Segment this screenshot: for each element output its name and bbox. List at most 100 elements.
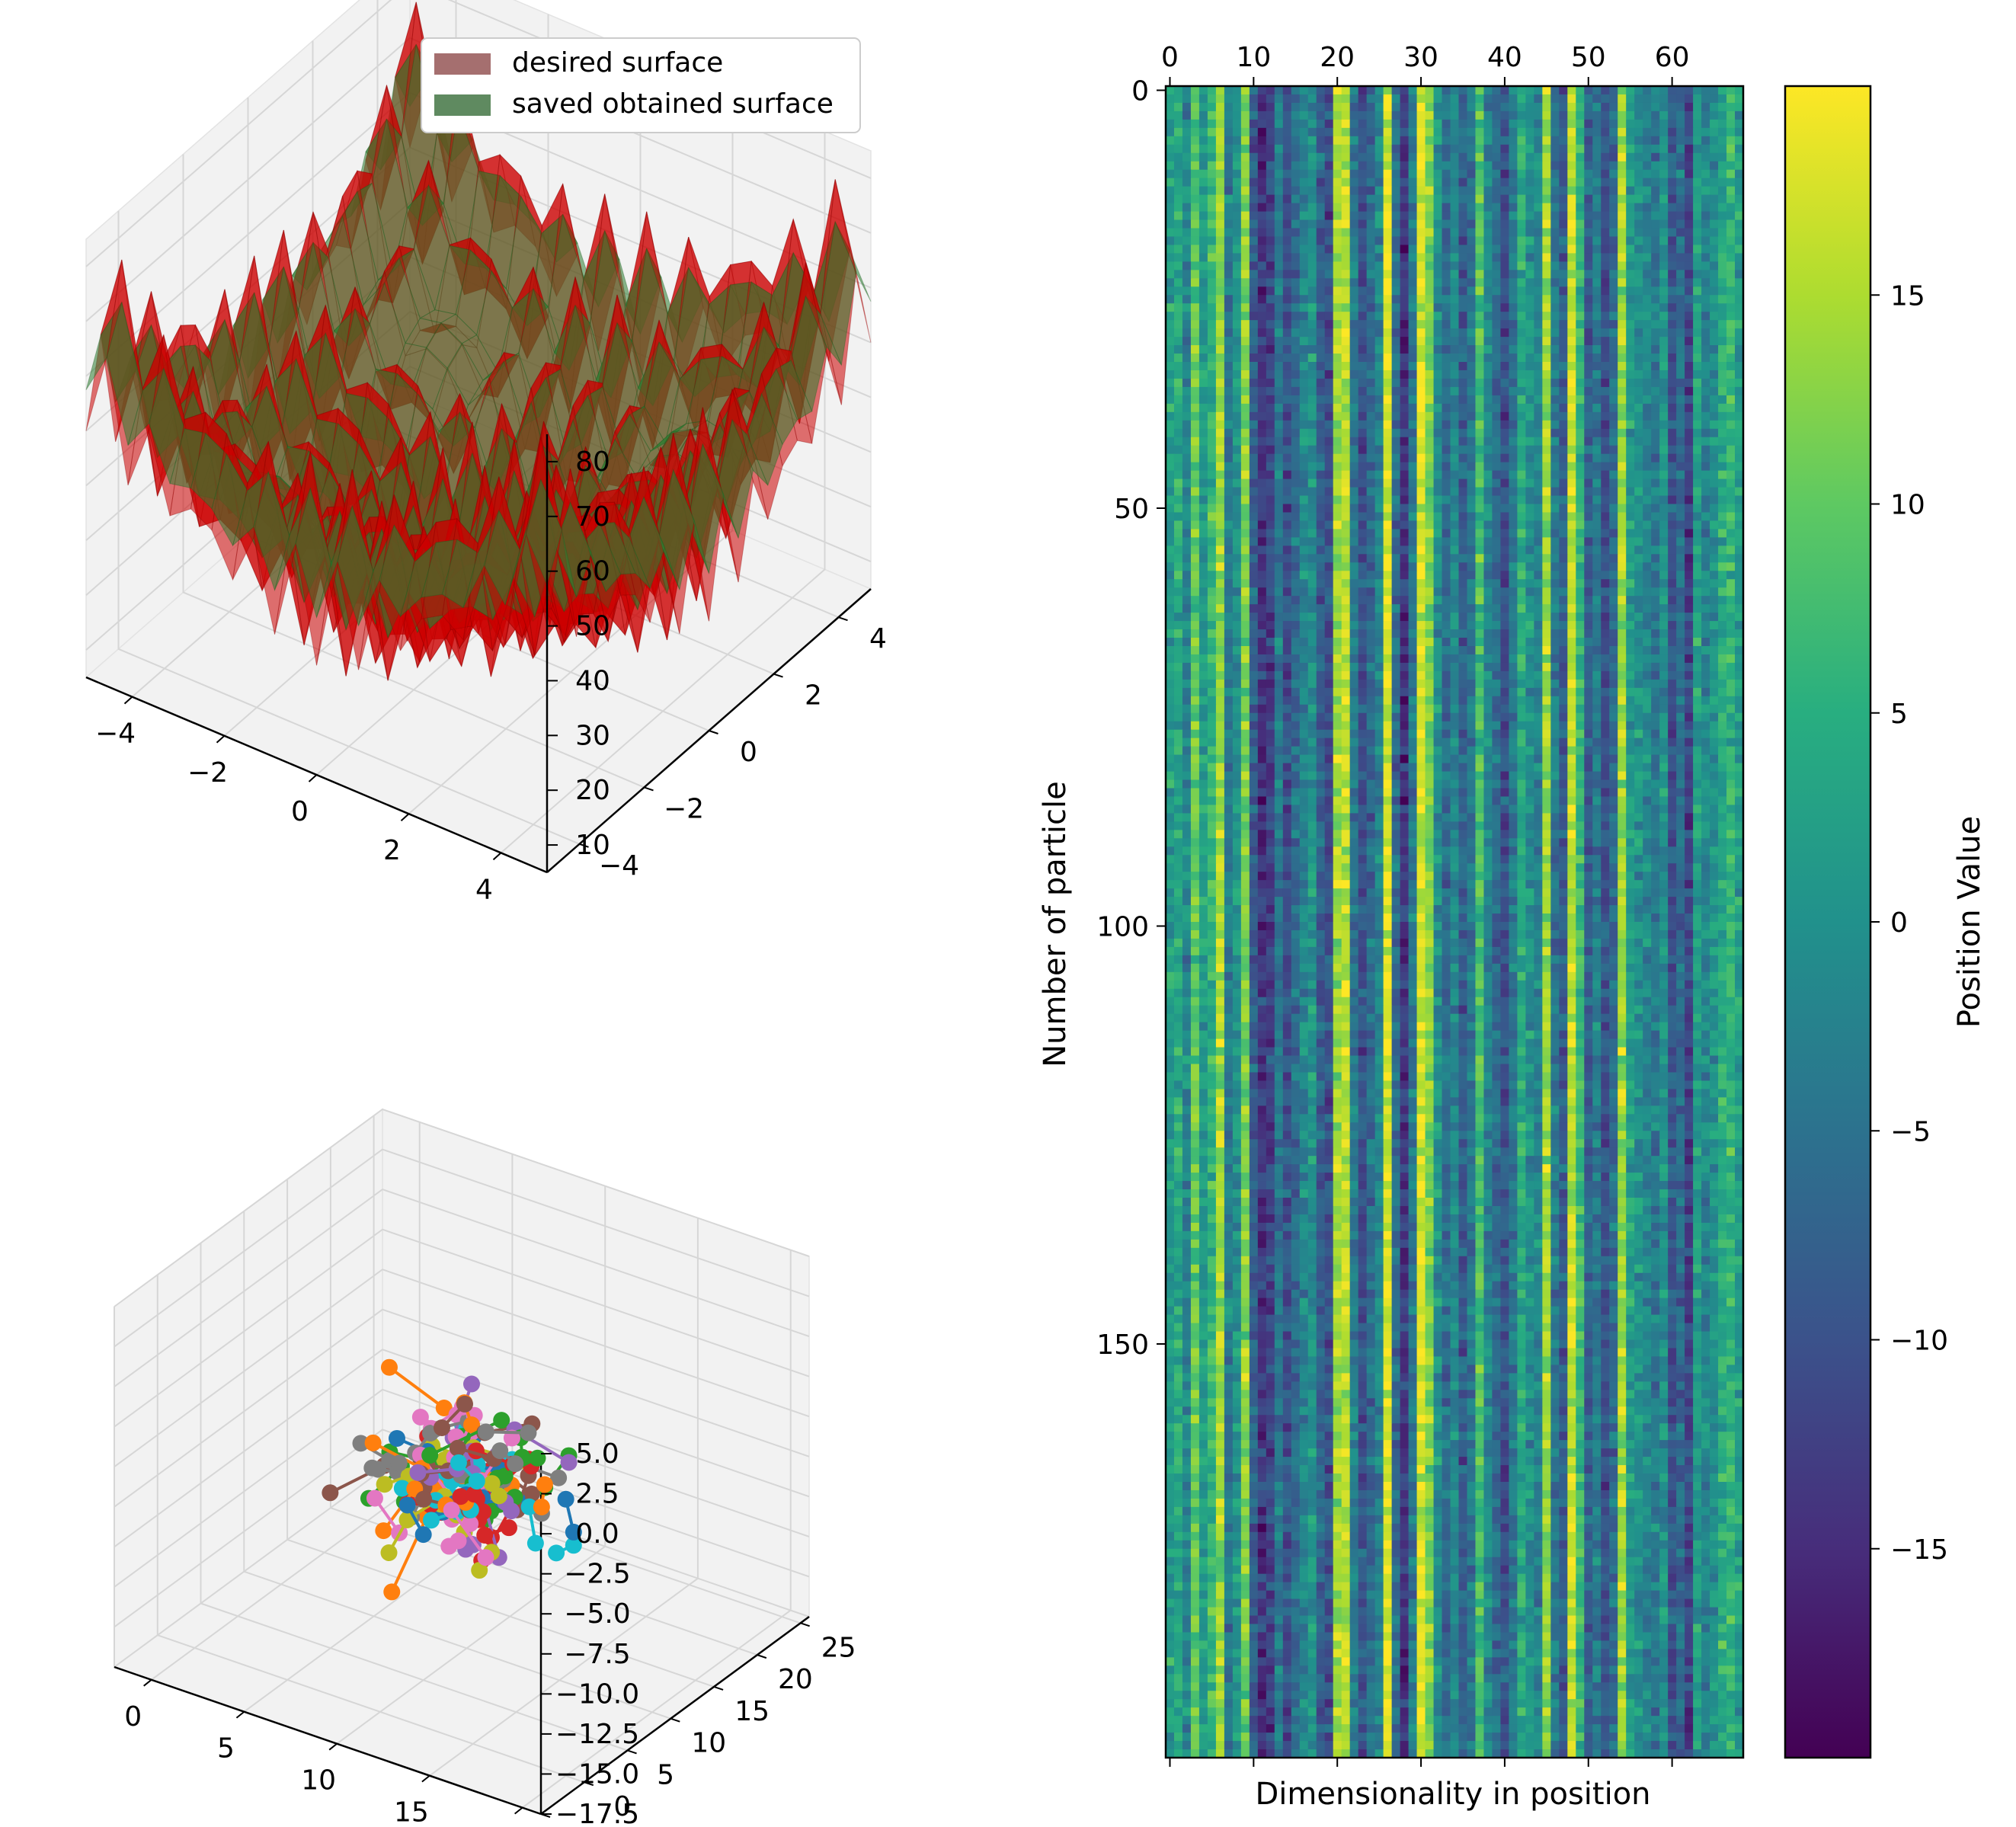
heatmap-cell [1434,404,1443,413]
heatmap-cell [1618,395,1627,405]
heatmap-cell [1333,170,1342,179]
heatmap-cell [1224,471,1234,480]
heatmap-cell [1241,437,1250,446]
heatmap-cell [1710,295,1719,304]
heatmap-cell [1451,395,1460,405]
heatmap-cell [1467,345,1476,354]
heatmap-cell [1701,228,1710,237]
heatmap-cell [1300,312,1309,321]
heatmap-cell [1384,429,1393,438]
heatmap-cell [1342,236,1351,245]
heatmap-cell [1517,437,1526,446]
heatmap-cell [1517,312,1526,321]
heatmap-cell [1317,286,1326,296]
heatmap-cell [1375,328,1384,338]
heatmap-cell [1384,395,1393,405]
trajectory-point-end [322,1484,338,1501]
heatmap-cell [1367,421,1376,430]
heatmap-cell [1576,187,1585,196]
heatmap-cell [1308,136,1317,146]
heatmap-cell [1426,454,1435,463]
heatmap-cell [1467,120,1476,129]
heatmap-cell [1601,270,1610,279]
heatmap-cell [1283,320,1292,329]
heatmap-cell [1233,120,1242,129]
heatmap-cell [1576,270,1585,279]
heatmap-cell [1434,421,1443,430]
heatmap-cell [1550,187,1560,196]
heatmap-cell [1266,429,1275,438]
heatmap-cell [1342,437,1351,446]
heatmap-cell [1300,395,1309,405]
heatmap-cell [1442,412,1451,421]
heatmap-cell [1500,170,1509,179]
heatmap-cell [1233,236,1242,245]
heatmap-cell [1592,479,1602,488]
heatmap-cell [1710,488,1719,497]
heatmap-cell [1283,111,1292,120]
heatmap-cell [1317,354,1326,363]
heatmap-cell [1584,379,1593,388]
heatmap-cell [1592,286,1602,296]
heatmap-cell [1451,379,1460,388]
heatmap-cell [1726,136,1736,146]
heatmap-cell [1308,312,1317,321]
heatmap-cell [1283,195,1292,204]
heatmap-cell [1275,103,1284,112]
heatmap-cell [1517,328,1526,338]
heatmap-cell [1300,153,1309,162]
heatmap-cell [1718,337,1727,346]
heatmap-cell [1483,86,1493,95]
heatmap-cell [1634,245,1643,254]
heatmap-cell [1559,479,1568,488]
heatmap-cell [1710,337,1719,346]
heatmap-cell [1291,404,1301,413]
heatmap-cell [1208,395,1217,405]
heatmap-cell [1467,86,1476,95]
heatmap-cell [1208,446,1217,455]
heatmap-cell [1224,345,1234,354]
heatmap-cell [1434,320,1443,329]
heatmap-cell [1174,345,1183,354]
heatmap-cell [1350,286,1359,296]
heatmap-cell [1668,345,1677,354]
heatmap-cell [1442,328,1451,338]
heatmap-cell [1224,286,1234,296]
heatmap-cell [1668,128,1677,137]
heatmap-cell [1434,437,1443,446]
heatmap-cell [1492,496,1501,505]
heatmap-cell [1534,421,1543,430]
heatmap-cell [1258,236,1267,245]
heatmap-cell [1517,303,1526,312]
heatmap-cell [1567,153,1576,162]
heatmap-cell [1500,395,1509,405]
heatmap-cell [1333,178,1342,187]
heatmap-cell [1174,429,1183,438]
heatmap-cell [1542,395,1551,405]
heatmap-cell [1618,295,1627,304]
heatmap-cell [1517,412,1526,421]
heatmap-cell [1233,245,1242,254]
heatmap-cell [1375,354,1384,363]
heatmap-cell [1651,345,1660,354]
heatmap-cell [1584,212,1593,221]
heatmap-cell [1517,354,1526,363]
trajectory-point-start [476,1527,493,1544]
heatmap-cell [1693,261,1702,270]
heatmap-cell [1250,253,1259,262]
heatmap-cell [1317,454,1326,463]
heatmap-cell [1367,86,1376,95]
heatmap-cell [1191,379,1200,388]
heatmap-cell [1308,437,1317,446]
heatmap-cell [1718,120,1727,129]
heatmap-cell [1492,195,1501,204]
heatmap-cell [1483,479,1493,488]
heatmap-cell [1693,337,1702,346]
heatmap-cell [1718,220,1727,229]
heatmap-cell [1601,145,1610,154]
heatmap-cell [1250,170,1259,179]
heatmap-cell [1442,312,1451,321]
heatmap-cell [1208,253,1217,262]
surface-z-tick-label: 10 [575,830,610,861]
heatmap-cell [1626,454,1635,463]
